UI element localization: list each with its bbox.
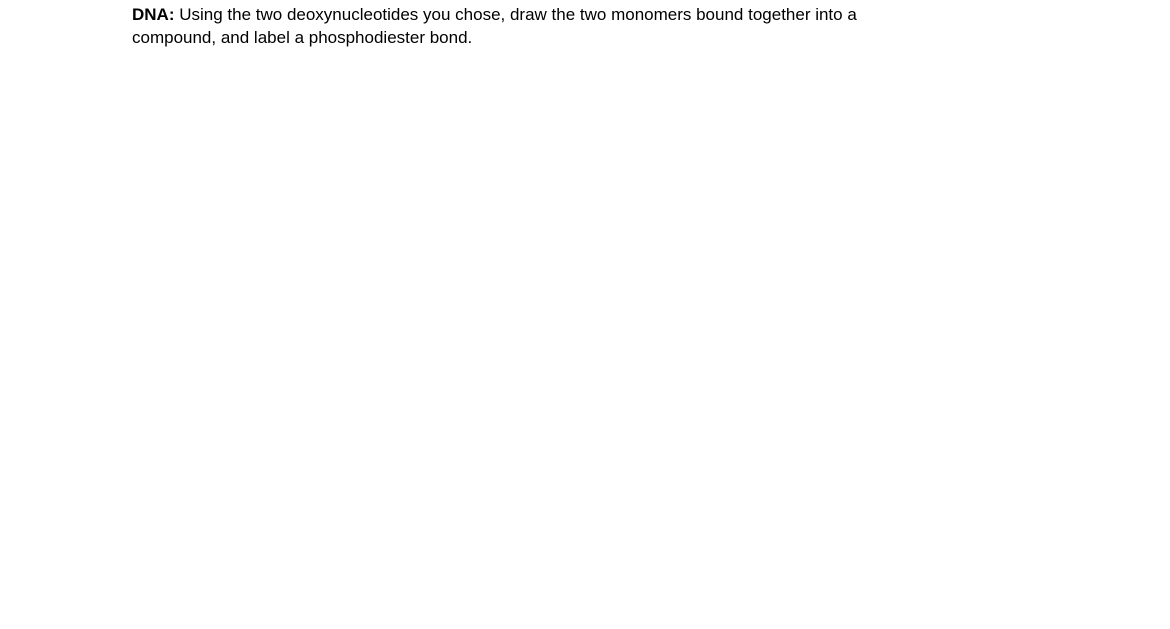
question-body: Using the two deoxynucleotides you chose…: [132, 5, 857, 47]
question-paragraph: DNA: Using the two deoxynucleotides you …: [132, 4, 932, 50]
question-label: DNA:: [132, 5, 175, 24]
question-container: DNA: Using the two deoxynucleotides you …: [132, 4, 932, 50]
